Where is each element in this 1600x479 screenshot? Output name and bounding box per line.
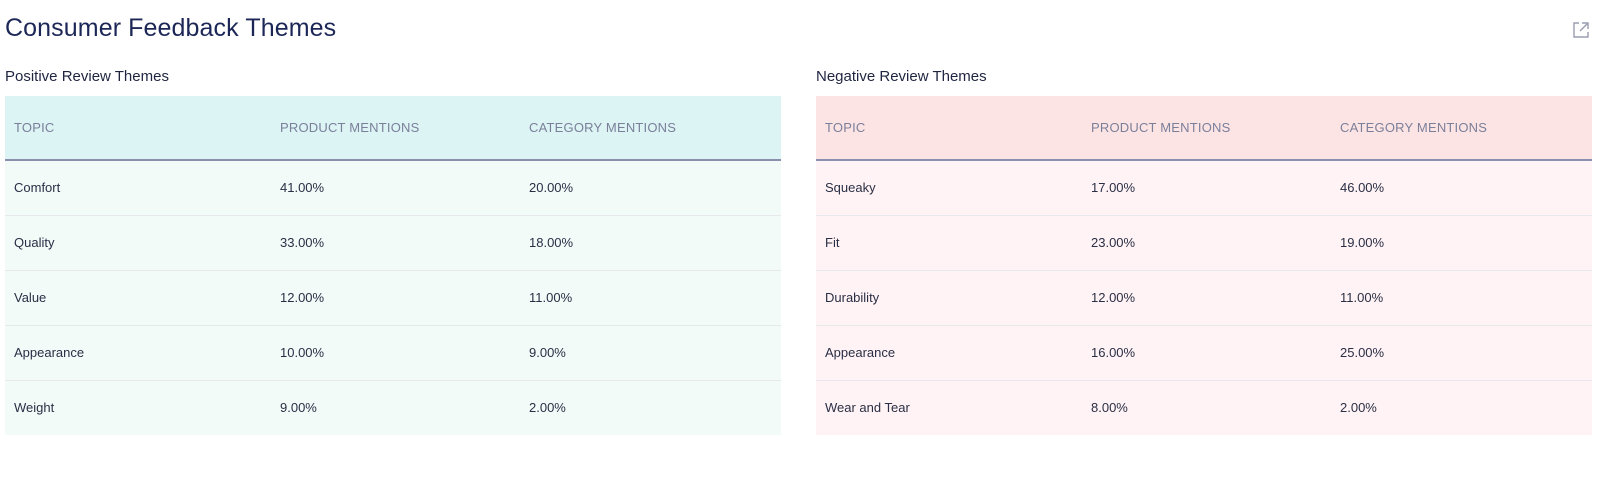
category-mentions-cell: 20.00% — [529, 180, 574, 196]
product-mentions-cell: 9.00% — [280, 400, 317, 416]
topic-cell: Wear and Tear — [825, 400, 910, 416]
topic-cell: Value — [14, 290, 47, 305]
table-row: Durability 12.00% 11.00% — [816, 270, 1592, 325]
column-header-topic[interactable]: TOPIC — [5, 96, 271, 161]
table-row: Squeaky 17.00% 46.00% — [816, 160, 1592, 215]
column-header-product-mentions[interactable]: PRODUCT MENTIONS — [271, 96, 520, 161]
product-mentions-cell: 17.00% — [1091, 180, 1136, 196]
table-row: Appearance 10.00% 9.00% — [5, 325, 781, 380]
column-header-product-mentions[interactable]: PRODUCT MENTIONS — [1082, 96, 1331, 161]
table-header-row: TOPIC PRODUCT MENTIONS CATEGORY MENTIONS — [5, 96, 781, 161]
negative-themes-title: Negative Review Themes — [816, 68, 987, 85]
category-mentions-cell: 46.00% — [1340, 180, 1385, 196]
topic-cell: Squeaky — [825, 180, 876, 196]
category-mentions-cell: 11.00% — [529, 290, 573, 305]
negative-themes-panel: Negative Review Themes TOPIC PRODUCT MEN… — [816, 67, 1592, 435]
topic-cell: Quality — [14, 235, 55, 250]
product-mentions-cell: 23.00% — [1091, 235, 1136, 250]
column-header-category-mentions[interactable]: CATEGORY MENTIONS — [520, 96, 781, 161]
table-row: Value 12.00% 11.00% — [5, 270, 781, 325]
category-mentions-cell: 2.00% — [1340, 400, 1377, 416]
table-row: Weight 9.00% 2.00% — [5, 380, 781, 435]
topic-cell: Weight — [14, 400, 55, 416]
column-header-topic[interactable]: TOPIC — [816, 96, 1082, 161]
page-title: Consumer Feedback Themes — [5, 14, 337, 42]
table-header-row: TOPIC PRODUCT MENTIONS CATEGORY MENTIONS — [816, 96, 1592, 161]
table-row: Comfort 41.00% 20.00% — [5, 160, 781, 215]
category-mentions-cell: 19.00% — [1340, 235, 1385, 250]
topic-cell: Comfort — [14, 180, 61, 196]
category-mentions-cell: 11.00% — [1340, 290, 1384, 305]
category-mentions-cell: 9.00% — [529, 345, 566, 360]
topic-cell: Appearance — [825, 345, 896, 360]
product-mentions-cell: 33.00% — [280, 235, 325, 250]
topic-cell: Durability — [825, 290, 880, 305]
product-mentions-cell: 12.00% — [1091, 290, 1136, 305]
column-header-category-mentions[interactable]: CATEGORY MENTIONS — [1331, 96, 1592, 161]
product-mentions-cell: 12.00% — [280, 290, 325, 305]
table-row: Appearance 16.00% 25.00% — [816, 325, 1592, 380]
table-row: Fit 23.00% 19.00% — [816, 215, 1592, 270]
category-mentions-cell: 2.00% — [529, 400, 566, 416]
positive-themes-title: Positive Review Themes — [5, 68, 169, 85]
product-mentions-cell: 10.00% — [280, 345, 325, 360]
product-mentions-cell: 8.00% — [1091, 400, 1128, 416]
positive-themes-panel: Positive Review Themes TOPIC PRODUCT MEN… — [5, 67, 781, 435]
positive-themes-table: TOPIC PRODUCT MENTIONS CATEGORY MENTIONS… — [5, 96, 781, 435]
topic-cell: Appearance — [14, 345, 85, 360]
topic-cell: Fit — [825, 235, 840, 250]
table-row: Wear and Tear 8.00% 2.00% — [816, 380, 1592, 435]
category-mentions-cell: 18.00% — [529, 235, 574, 250]
external-link-icon[interactable] — [1571, 20, 1591, 40]
table-row: Quality 33.00% 18.00% — [5, 215, 781, 270]
product-mentions-cell: 41.00% — [280, 180, 325, 196]
product-mentions-cell: 16.00% — [1091, 345, 1136, 360]
negative-themes-table: TOPIC PRODUCT MENTIONS CATEGORY MENTIONS… — [816, 96, 1592, 435]
category-mentions-cell: 25.00% — [1340, 345, 1385, 360]
